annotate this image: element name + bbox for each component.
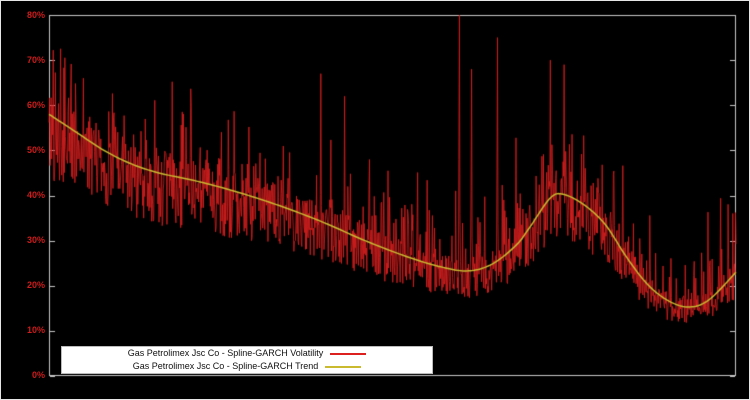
legend-line-sample-volatility	[330, 352, 367, 355]
y-tick-label: 0%	[31, 370, 45, 380]
legend-entry-trend: Gas Petrolimex Jsc Co - Spline-GARCH Tre…	[62, 360, 432, 373]
y-tick-label: 80%	[26, 10, 45, 20]
legend-label-volatility: Gas Petrolimex Jsc Co - Spline-GARCH Vol…	[127, 348, 324, 358]
y-tick-label: 20%	[26, 280, 45, 290]
y-tick-label: 40%	[26, 190, 45, 200]
legend-entry-volatility: Gas Petrolimex Jsc Co - Spline-GARCH Vol…	[62, 347, 432, 360]
y-tick-label: 10%	[26, 325, 45, 335]
legend-label-trend: Gas Petrolimex Jsc Co - Spline-GARCH Tre…	[132, 361, 319, 371]
y-tick-label: 70%	[26, 55, 45, 65]
legend: Gas Petrolimex Jsc Co - Spline-GARCH Vol…	[61, 346, 433, 374]
y-tick-label: 30%	[26, 235, 45, 245]
legend-line-sample-trend	[325, 365, 362, 368]
y-tick-label: 60%	[26, 100, 45, 110]
y-tick-label: 50%	[26, 145, 45, 155]
